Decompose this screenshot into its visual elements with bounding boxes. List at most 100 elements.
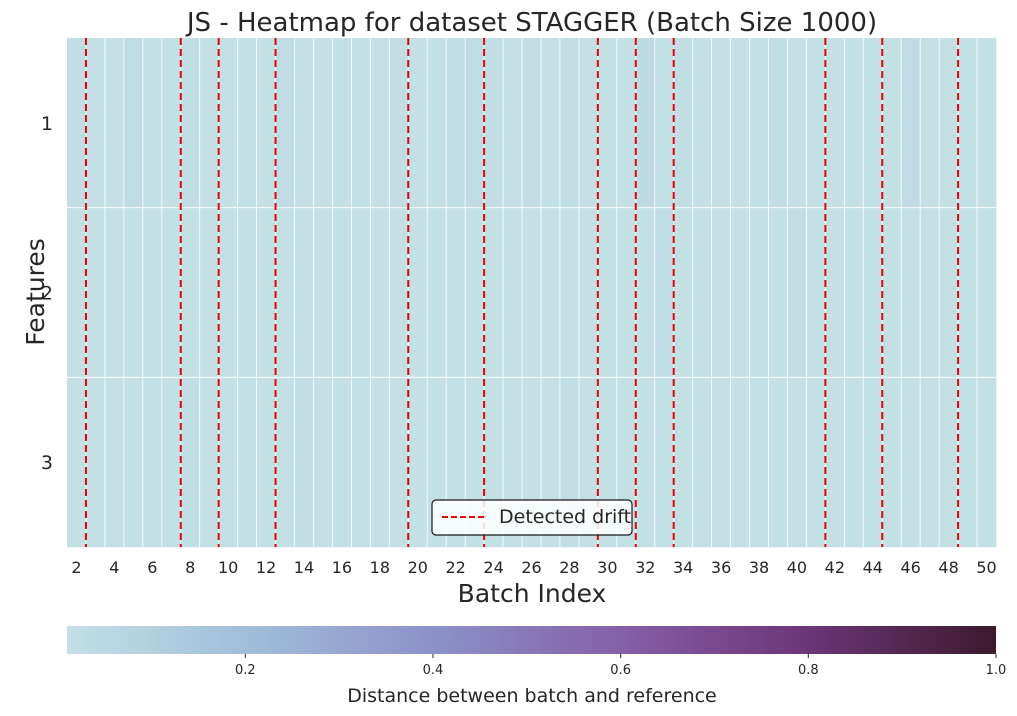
heatmap-cell	[692, 38, 712, 208]
heatmap-cell	[161, 207, 182, 378]
heatmap-cell	[294, 207, 314, 378]
heatmap-cell	[389, 38, 409, 208]
x-tick-label: 40	[787, 558, 807, 577]
x-tick-label: 46	[901, 558, 921, 577]
heatmap-cell	[540, 38, 561, 208]
x-tick-label: 48	[938, 558, 958, 577]
heatmap-cell	[408, 207, 428, 378]
heatmap-cell	[237, 207, 257, 378]
heatmap-cell	[446, 207, 466, 378]
heatmap-cell	[616, 38, 637, 208]
chart-title: JS - Heatmap for dataset STAGGER (Batch …	[185, 8, 877, 38]
drift-lines	[84, 38, 960, 547]
x-tick-label: 10	[218, 558, 238, 577]
heatmap-cell	[920, 377, 940, 548]
x-tick-label: 16	[332, 558, 352, 577]
heatmap-cell	[958, 38, 978, 208]
y-tick-label: 2	[41, 283, 53, 305]
heatmap-cell	[977, 38, 997, 208]
colorbar-tick-label: 0.8	[798, 663, 819, 678]
heatmap-cell	[104, 207, 125, 378]
heatmap-cell	[673, 377, 693, 548]
heatmap-cell	[958, 377, 978, 548]
colorbar-ticks: 0.2 0.4 0.6 0.8 1.0	[235, 654, 1006, 678]
heatmap-cell	[920, 207, 940, 378]
heatmap-cell	[67, 377, 87, 548]
heatmap-cell	[67, 38, 87, 208]
heatmap-cell	[559, 38, 580, 208]
heatmap-cell	[180, 377, 201, 548]
heatmap-cell	[844, 38, 864, 208]
heatmap-cell	[882, 38, 902, 208]
heatmap-cell	[635, 377, 656, 548]
heatmap-cell	[749, 377, 769, 548]
heatmap-cell	[104, 38, 125, 208]
x-tick-label: 6	[147, 558, 157, 577]
heatmap-cell	[901, 207, 921, 378]
heatmap-cell	[692, 207, 712, 378]
y-tick-label: 1	[41, 113, 53, 135]
heatmap-cell	[787, 207, 807, 378]
heatmap-cell	[427, 38, 447, 208]
heatmap-cell	[313, 38, 333, 208]
heatmap-cell	[882, 207, 902, 378]
heatmap-cell	[332, 207, 352, 378]
colorbar-tick-label: 0.6	[610, 663, 631, 678]
colorbar-tick-label: 0.2	[235, 663, 256, 678]
heatmap-cell	[844, 207, 864, 378]
heatmap-cell	[218, 38, 238, 208]
heatmap-cell	[673, 38, 693, 208]
heatmap-cell	[256, 377, 276, 548]
heatmap-cell	[370, 207, 390, 378]
heatmap-cell	[730, 377, 750, 548]
heatmap-cell	[313, 377, 333, 548]
heatmap-cell	[522, 207, 542, 378]
x-tick-label: 42	[825, 558, 845, 577]
heatmap-cell	[578, 38, 599, 208]
heatmap-cell	[351, 38, 371, 208]
heatmap-cell	[85, 377, 106, 548]
heatmap-cell	[559, 207, 580, 378]
heatmap-cell	[294, 377, 314, 548]
heatmap-cell	[370, 38, 390, 208]
heatmap-cell	[597, 38, 618, 208]
x-tick-label: 24	[483, 558, 503, 577]
heatmap-cell	[256, 38, 276, 208]
heatmap-cell	[749, 38, 769, 208]
heatmap-cell	[863, 207, 883, 378]
x-tick-label: 12	[256, 558, 276, 577]
heatmap-cell	[654, 377, 674, 548]
y-tick-label: 3	[41, 452, 53, 474]
heatmap-cell	[180, 207, 201, 378]
x-tick-label: 8	[185, 558, 195, 577]
x-tick-label: 20	[408, 558, 428, 577]
x-tick-label: 32	[635, 558, 655, 577]
heatmap-cell	[351, 377, 371, 548]
y-axis-ticks: 1 2 3	[41, 113, 53, 474]
legend-label: Detected drift	[499, 506, 631, 528]
heatmap-cell	[180, 38, 201, 208]
heatmap-cell	[256, 207, 276, 378]
heatmap-cell	[85, 207, 106, 378]
x-tick-label: 30	[597, 558, 617, 577]
heatmap-cell	[275, 38, 295, 208]
heatmap-cell	[749, 207, 769, 378]
x-tick-label: 26	[521, 558, 541, 577]
heatmap-cell	[123, 377, 144, 548]
heatmap-cell	[446, 38, 466, 208]
heatmap-cell	[768, 377, 788, 548]
x-tick-label: 2	[71, 558, 81, 577]
heatmap-cell	[484, 38, 504, 208]
heatmap-cell	[882, 377, 902, 548]
heatmap-cell	[161, 38, 182, 208]
heatmap-cell	[522, 38, 542, 208]
heatmap-cell	[711, 377, 731, 548]
heatmap-cell	[503, 38, 523, 208]
heatmap-cell	[939, 38, 959, 208]
heatmap-cell	[920, 38, 940, 208]
heatmap-cell	[730, 38, 750, 208]
x-tick-label: 50	[976, 558, 996, 577]
heatmap-cell	[806, 377, 826, 548]
heatmap-cell	[540, 207, 561, 378]
heatmap-cell	[408, 38, 428, 208]
